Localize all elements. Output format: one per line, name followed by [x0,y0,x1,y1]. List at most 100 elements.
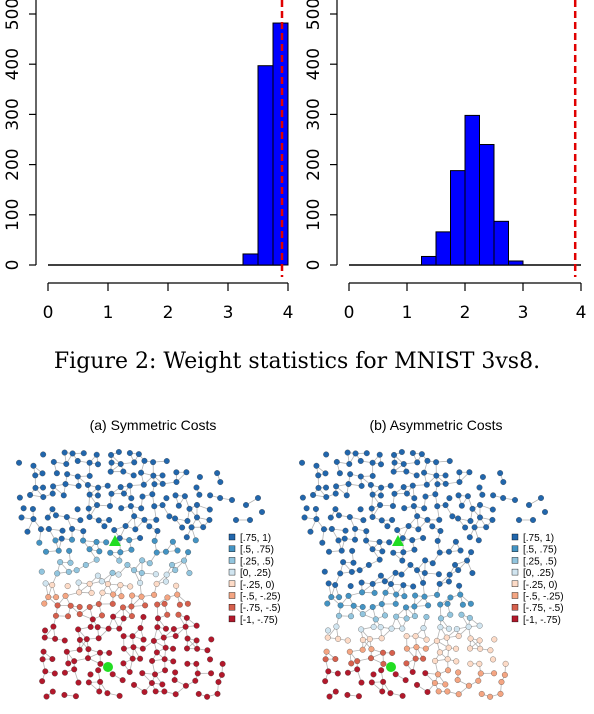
graph-node [76,604,83,610]
legend-swatch [511,545,519,552]
graph-node [403,660,410,667]
legend-swatch [511,533,519,541]
graph-node [370,671,377,678]
graph-node [172,515,179,522]
graph-node [476,622,483,629]
graph-node [24,528,31,535]
histogram-bar [257,65,274,266]
graph-node [84,481,91,488]
graph-node [64,583,71,590]
graph-node [172,492,179,499]
graph-node [360,517,367,524]
graph-node [357,458,364,464]
graph-node [323,648,330,655]
graph-node [497,690,504,697]
graph-node [425,602,432,609]
graph-node [445,667,452,674]
graph-node [110,591,117,598]
graph-node [350,602,357,609]
graph-node [161,600,168,607]
graph-node [411,613,418,620]
graph-node [117,582,124,589]
graph-node [420,579,427,586]
graph-node [72,693,79,700]
graph-node [352,450,359,457]
graph-node [86,514,93,520]
graph-node [538,495,544,501]
graph-node [120,604,126,611]
graph-node [42,580,49,587]
graph-node [346,648,353,655]
graph-node [403,468,410,475]
graph-node [447,611,454,618]
panel-a-title: (a) Symmetric Costs [90,417,217,433]
graph-node [208,636,215,643]
sink-marker-dot [386,662,396,672]
graph-node [432,657,439,664]
graph-node [392,671,399,678]
graph-node [44,514,51,521]
graph-node [126,669,133,675]
graph-node [444,688,451,695]
graph-node [49,506,56,513]
graph-node [299,459,305,466]
graph-node [63,461,70,467]
graph-node [61,691,68,698]
graph-node [137,625,144,631]
graph-node [336,470,343,477]
graph-node [40,451,47,458]
graph-node [49,656,56,662]
graph-node [188,524,195,531]
graph-node [363,450,370,457]
graph-node [358,626,365,633]
graph-node [160,634,167,641]
graph-node [206,517,213,523]
graph-node [192,537,199,544]
graph-node [378,461,384,468]
graph-node [139,493,146,500]
graph-node [41,600,48,607]
graph-node [322,678,329,685]
graph-node [445,644,452,651]
graph-node [501,671,508,678]
graph-node [367,481,374,488]
graph-node [436,516,443,523]
graph-node [369,459,376,466]
graph-node [411,603,418,610]
graph-node [442,502,449,509]
graph-node [152,571,159,578]
graph-node [433,459,440,466]
graph-node [369,491,376,498]
graph-node [127,503,134,510]
graph-node [378,517,385,524]
graph-node [124,561,131,568]
graph-node [206,506,213,513]
graph-node [483,524,490,531]
graph-node [86,491,93,498]
graph-node [96,548,103,555]
graph-node [435,688,442,695]
graph-node [421,469,428,476]
graph-node [423,481,430,488]
graph-node [60,492,67,499]
graph-node [421,570,428,576]
x-tick-label: 4 [576,303,587,323]
graph-node [49,582,56,588]
legend-label: [.75, 1) [523,533,554,544]
graph-node [322,470,329,477]
legend-swatch [228,545,236,552]
graph-node [487,693,494,700]
graph-node [42,627,49,634]
graph-node [422,670,429,677]
graph-node [444,600,451,607]
graph-node [132,526,139,533]
graph-node [359,611,366,618]
legend-label: [-1, -.75) [523,615,561,626]
graph-node [379,548,386,555]
graph-node [341,535,348,542]
graph-node [207,656,213,663]
graph-node [526,502,532,508]
graph-node [69,525,76,532]
graph-node [414,567,421,574]
graph-node [344,691,351,698]
